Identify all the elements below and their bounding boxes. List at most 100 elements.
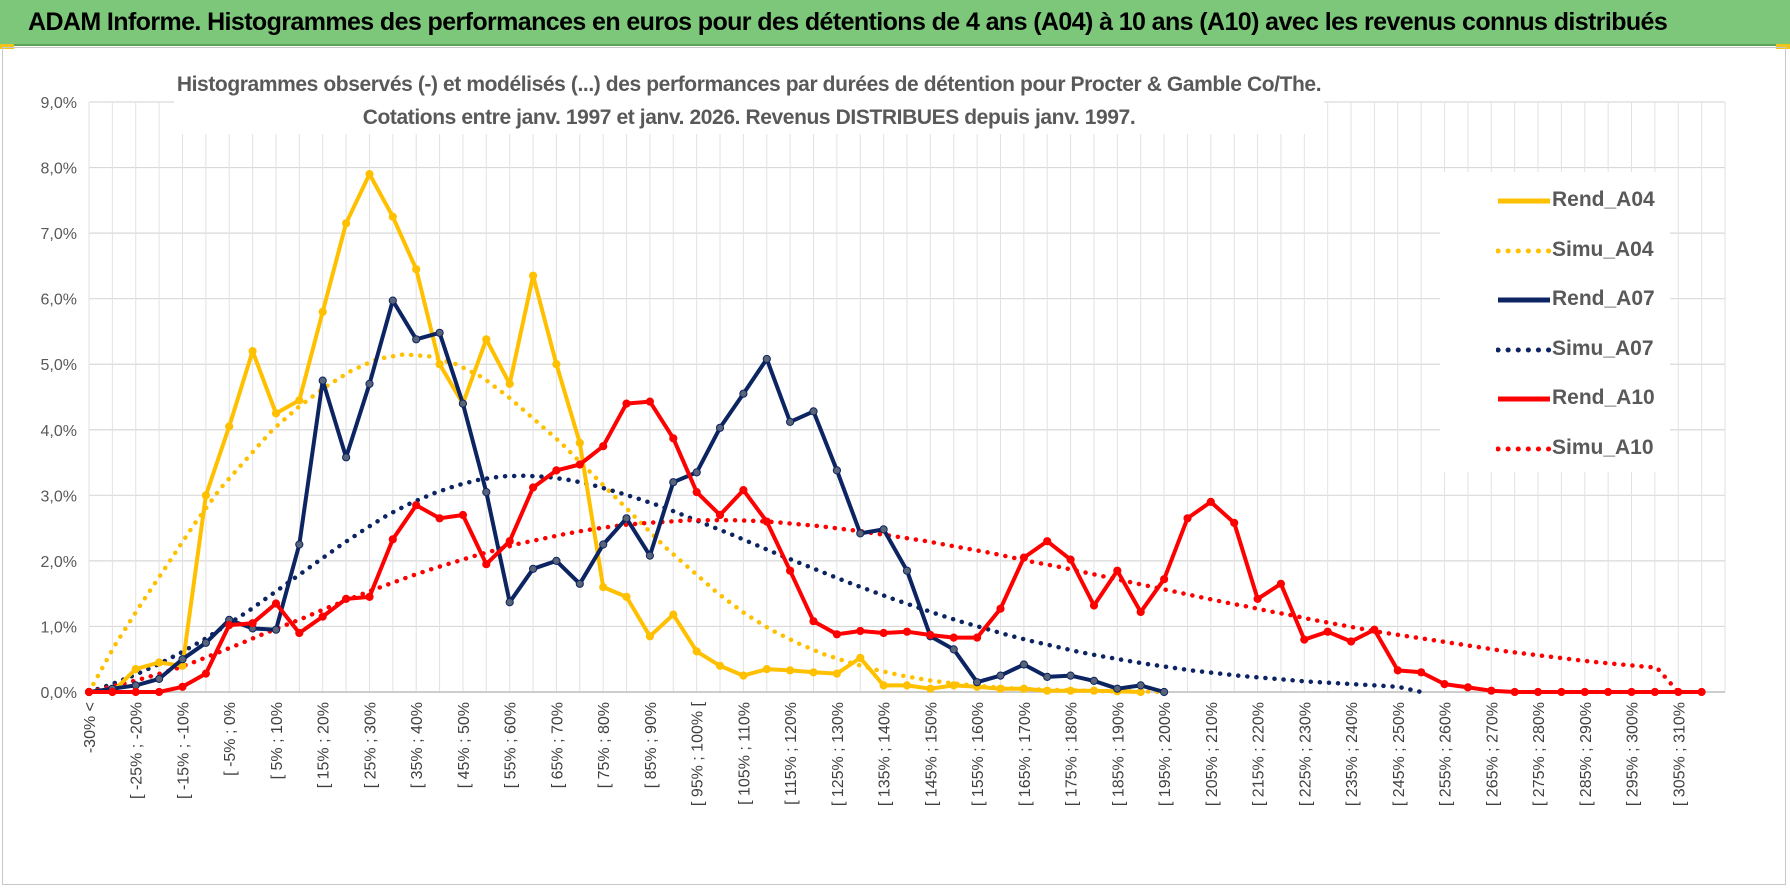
data-point-rend-a04 bbox=[832, 669, 842, 678]
data-point-rend-a10 bbox=[1580, 687, 1589, 697]
data-point-rend-a04 bbox=[1019, 684, 1029, 693]
data-point-rend-a10 bbox=[1136, 607, 1145, 617]
data-point-rend-a04 bbox=[715, 661, 725, 670]
legend-item-simu-a04: Simu_A04 bbox=[1440, 236, 1670, 266]
data-point-rend-a07 bbox=[271, 625, 281, 634]
data-point-rend-a10 bbox=[622, 399, 631, 408]
y-tick-label: 3,0% bbox=[41, 488, 77, 505]
data-point-rend-a10 bbox=[762, 517, 771, 526]
series-line-simu-a07 bbox=[86, 473, 1424, 695]
y-tick-label: 4,0% bbox=[41, 423, 77, 440]
x-tick-label: [ 155% ; 160% bbox=[970, 702, 987, 806]
series-line-rend-a04 bbox=[89, 172, 1141, 694]
data-point-rend-a10 bbox=[1557, 687, 1566, 697]
data-point-rend-a10 bbox=[482, 560, 491, 569]
data-point-rend-a07 bbox=[482, 488, 491, 497]
data-point-rend-a04 bbox=[295, 396, 304, 405]
data-point-rend-a10 bbox=[645, 397, 655, 406]
data-point-rend-a10 bbox=[575, 460, 584, 469]
data-point-rend-a04 bbox=[599, 583, 608, 592]
data-point-rend-a10 bbox=[856, 626, 865, 636]
data-point-rend-a04 bbox=[879, 681, 888, 690]
legend-label-rend-a04: Rend_A04 bbox=[1552, 188, 1655, 211]
chart-subtitle: Histogrammes observés (-) et modélisés (… bbox=[174, 68, 1324, 134]
data-point-rend-a10 bbox=[1043, 537, 1052, 546]
data-point-rend-a04 bbox=[201, 491, 210, 500]
data-point-rend-a07 bbox=[669, 478, 678, 487]
x-tick-label: [ 125% ; 130% bbox=[830, 702, 847, 806]
x-tick-label: [ 75% ; 80% bbox=[596, 702, 613, 788]
legend-label-simu-a07: Simu_A07 bbox=[1552, 337, 1654, 360]
data-point-rend-a04 bbox=[926, 684, 935, 693]
data-point-rend-a10 bbox=[1183, 514, 1192, 523]
data-point-rend-a07 bbox=[762, 354, 771, 364]
data-point-rend-a07 bbox=[949, 645, 958, 654]
data-point-rend-a10 bbox=[692, 488, 701, 497]
data-point-rend-a07 bbox=[529, 564, 538, 573]
x-tick-label: [ 275% ; 280% bbox=[1531, 702, 1548, 806]
data-point-rend-a07 bbox=[879, 525, 888, 534]
y-tick-label: 1,0% bbox=[41, 619, 77, 636]
data-point-rend-a04 bbox=[131, 665, 140, 674]
x-tick-label: [ -15% ; -10% bbox=[175, 702, 192, 799]
data-point-rend-a07 bbox=[996, 671, 1005, 680]
data-point-rend-a07 bbox=[1019, 660, 1029, 669]
data-point-rend-a10 bbox=[832, 630, 842, 639]
data-point-rend-a07 bbox=[552, 556, 561, 566]
data-point-rend-a04 bbox=[318, 307, 327, 316]
x-tick-label: [ 95% ; 100% [ bbox=[690, 701, 707, 806]
legend-label-rend-a10: Rend_A10 bbox=[1552, 386, 1655, 409]
data-point-rend-a07 bbox=[201, 638, 210, 647]
data-point-rend-a10 bbox=[1066, 555, 1075, 564]
data-point-rend-a10 bbox=[108, 687, 117, 697]
x-tick-label: [ 25% ; 30% bbox=[362, 702, 379, 788]
legend-label-simu-a10: Simu_A10 bbox=[1552, 436, 1654, 459]
data-point-rend-a04 bbox=[412, 265, 421, 274]
data-point-rend-a10 bbox=[552, 466, 561, 475]
y-tick-label: 7,0% bbox=[41, 226, 77, 243]
x-tick-label: [ 295% ; 300% bbox=[1625, 702, 1642, 806]
data-point-rend-a04 bbox=[365, 170, 374, 179]
x-tick-label: [ 195% ; 200% bbox=[1157, 702, 1174, 806]
legend-swatch-rend-a07 bbox=[1498, 297, 1550, 303]
x-tick-label: [ 145% ; 150% bbox=[923, 702, 940, 806]
data-point-rend-a10 bbox=[295, 628, 304, 638]
data-point-rend-a10 bbox=[739, 486, 748, 495]
legend-item-simu-a10: Simu_A10 bbox=[1440, 434, 1670, 464]
chart-frame bbox=[2, 47, 1786, 885]
data-point-rend-a07 bbox=[1136, 681, 1145, 690]
data-point-rend-a07 bbox=[1089, 676, 1099, 686]
x-tick-label: [ 175% ; 180% bbox=[1064, 702, 1081, 806]
data-point-rend-a10 bbox=[902, 627, 912, 636]
data-point-rend-a07 bbox=[1043, 672, 1052, 682]
data-point-rend-a10 bbox=[1370, 625, 1379, 634]
legend-swatch-rend-a10 bbox=[1498, 396, 1550, 402]
data-point-rend-a04 bbox=[1043, 686, 1052, 695]
legend-swatch-simu-a04 bbox=[1496, 248, 1552, 254]
x-tick-label: [ 225% ; 230% bbox=[1297, 702, 1314, 806]
data-point-rend-a04 bbox=[271, 409, 281, 418]
data-point-rend-a07 bbox=[412, 335, 421, 344]
data-point-rend-a07 bbox=[786, 417, 795, 426]
x-tick-label: [ 115% ; 120% bbox=[783, 702, 800, 805]
legend-label-rend-a07: Rend_A07 bbox=[1552, 287, 1655, 310]
x-tick-label: [ 105% ; 110% bbox=[736, 702, 753, 805]
data-point-rend-a10 bbox=[225, 621, 234, 630]
data-point-rend-a10 bbox=[1674, 687, 1683, 697]
data-point-rend-a10 bbox=[271, 599, 281, 608]
data-point-rend-a10 bbox=[879, 628, 888, 638]
data-point-rend-a04 bbox=[529, 271, 538, 280]
data-point-rend-a04 bbox=[575, 438, 584, 447]
data-point-rend-a07 bbox=[295, 540, 304, 549]
data-point-rend-a10 bbox=[1323, 627, 1332, 636]
data-point-rend-a10 bbox=[1650, 687, 1660, 697]
data-point-rend-a07 bbox=[318, 376, 327, 385]
data-point-rend-a04 bbox=[1089, 686, 1099, 695]
y-tick-label: 0,0% bbox=[41, 685, 77, 702]
data-point-rend-a07 bbox=[1160, 687, 1169, 697]
data-point-rend-a07 bbox=[1066, 671, 1075, 680]
data-point-rend-a10 bbox=[131, 687, 140, 697]
data-point-rend-a07 bbox=[342, 453, 351, 462]
data-point-rend-a04 bbox=[669, 610, 678, 619]
y-tick-label: 9,0% bbox=[41, 95, 77, 112]
